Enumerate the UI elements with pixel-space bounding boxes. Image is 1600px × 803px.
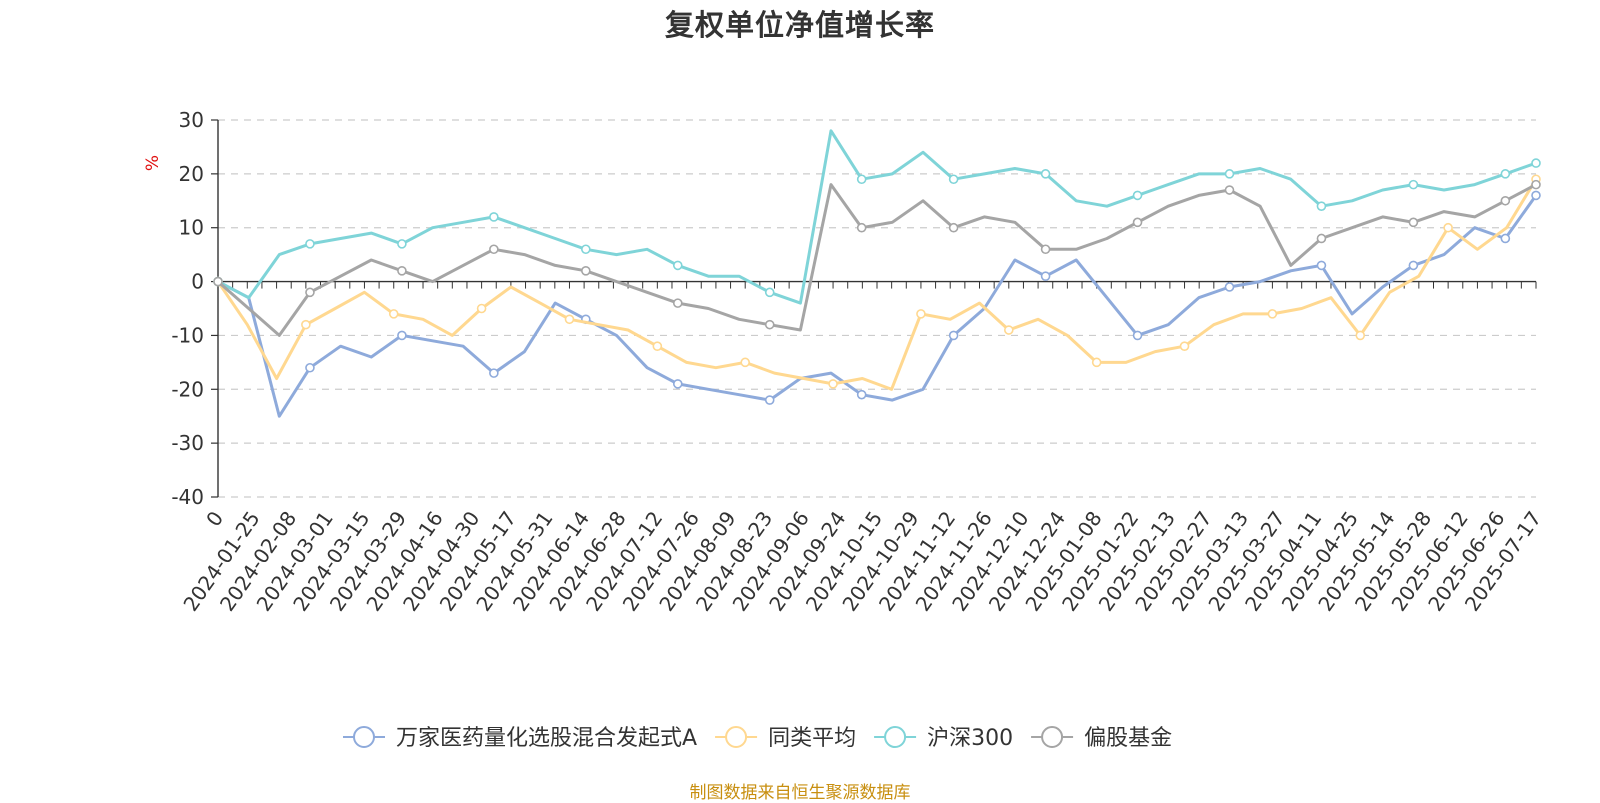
series-line-0 bbox=[217, 194, 1538, 418]
source-note: 制图数据来自恒生聚源数据库 bbox=[689, 783, 911, 803]
data-point bbox=[1531, 158, 1541, 168]
data-point bbox=[1316, 233, 1327, 244]
data-point bbox=[305, 362, 315, 373]
data-point bbox=[764, 287, 775, 298]
data-point bbox=[828, 379, 838, 389]
legend-marker bbox=[1041, 726, 1064, 748]
data-point bbox=[397, 265, 407, 276]
legend-label: 同类平均 bbox=[768, 726, 856, 751]
data-point bbox=[1040, 169, 1051, 179]
data-point bbox=[397, 330, 407, 341]
y-tick-label: 10 bbox=[179, 216, 204, 240]
data-point bbox=[948, 330, 959, 341]
legend-label: 沪深300 bbox=[927, 726, 1013, 751]
legend-item-1[interactable]: 同类平均 bbox=[715, 726, 856, 751]
legend-item-3[interactable]: 偏股基金 bbox=[1031, 726, 1172, 751]
data-point bbox=[764, 395, 775, 405]
data-point bbox=[672, 260, 683, 271]
y-tick-label: -30 bbox=[171, 431, 204, 455]
data-point bbox=[1408, 260, 1419, 271]
data-point bbox=[476, 303, 487, 314]
data-point bbox=[1267, 309, 1278, 319]
data-point bbox=[1040, 271, 1051, 281]
data-point bbox=[397, 239, 407, 249]
x-tick-label: 0 bbox=[201, 507, 228, 531]
data-point bbox=[1132, 190, 1143, 201]
series-line-3 bbox=[217, 183, 1537, 337]
y-tick-label: 20 bbox=[179, 162, 204, 186]
data-point bbox=[1500, 169, 1511, 179]
series-line-2 bbox=[217, 129, 1537, 305]
y-tick-label: 30 bbox=[179, 108, 204, 132]
data-point bbox=[1408, 217, 1419, 228]
data-point bbox=[1316, 201, 1327, 211]
y-tick-label: -20 bbox=[171, 377, 204, 401]
y-tick-label: -10 bbox=[171, 323, 204, 347]
y-tick-label: 0 bbox=[191, 270, 204, 294]
axes: 3020100-10-20-30-4002024-01-252024-02-08… bbox=[171, 108, 1546, 616]
data-point bbox=[489, 212, 499, 222]
legend-item-0[interactable]: 万家医药量化选股混合发起式A bbox=[343, 726, 697, 751]
y-tick-label: -40 bbox=[171, 485, 204, 509]
data-point bbox=[305, 239, 315, 249]
legend-marker bbox=[884, 726, 907, 748]
data-point bbox=[564, 314, 575, 325]
data-point bbox=[581, 244, 591, 255]
data-point bbox=[1040, 244, 1051, 255]
data-point bbox=[1132, 217, 1143, 228]
data-point bbox=[652, 341, 663, 352]
chart-title: 复权单位净值增长率 bbox=[664, 8, 935, 42]
legend-label: 万家医药量化选股混合发起式A bbox=[396, 726, 697, 751]
data-point bbox=[213, 276, 223, 287]
data-point bbox=[1003, 325, 1014, 335]
data-point bbox=[489, 368, 499, 378]
data-point bbox=[948, 222, 959, 233]
legend: 万家医药量化选股混合发起式A 同类平均 沪深300 偏股基金 bbox=[343, 726, 1172, 751]
data-point bbox=[916, 309, 926, 319]
legend-marker bbox=[353, 726, 375, 748]
data-point bbox=[388, 309, 399, 319]
data-point bbox=[1224, 185, 1235, 195]
data-point bbox=[301, 319, 311, 330]
data-point bbox=[1443, 222, 1453, 233]
data-point bbox=[1500, 195, 1511, 206]
data-point bbox=[856, 389, 867, 400]
data-point bbox=[1408, 179, 1419, 190]
data-point bbox=[1179, 341, 1190, 352]
series-lines bbox=[213, 129, 1541, 418]
legend-label: 偏股基金 bbox=[1084, 726, 1172, 751]
data-point bbox=[305, 287, 315, 298]
data-point bbox=[948, 174, 959, 185]
data-point bbox=[764, 319, 775, 330]
data-point bbox=[856, 222, 867, 233]
data-point bbox=[1531, 190, 1541, 201]
data-point bbox=[581, 265, 591, 276]
data-point bbox=[1091, 357, 1102, 368]
legend-marker bbox=[725, 726, 748, 748]
series-line-1 bbox=[216, 178, 1538, 391]
data-point bbox=[1500, 233, 1511, 244]
data-point bbox=[672, 298, 683, 308]
data-point bbox=[1132, 330, 1143, 341]
data-point bbox=[856, 174, 867, 185]
data-point bbox=[1224, 282, 1235, 292]
data-point bbox=[1355, 330, 1366, 341]
data-point bbox=[740, 357, 751, 368]
data-point bbox=[1531, 179, 1541, 190]
legend-item-2[interactable]: 沪深300 bbox=[874, 726, 1013, 751]
data-point bbox=[1224, 169, 1235, 179]
data-point bbox=[1316, 260, 1327, 271]
gridlines bbox=[218, 119, 1536, 498]
data-point bbox=[672, 379, 683, 389]
y-axis-unit-label: % bbox=[143, 155, 163, 171]
data-point bbox=[489, 244, 499, 255]
